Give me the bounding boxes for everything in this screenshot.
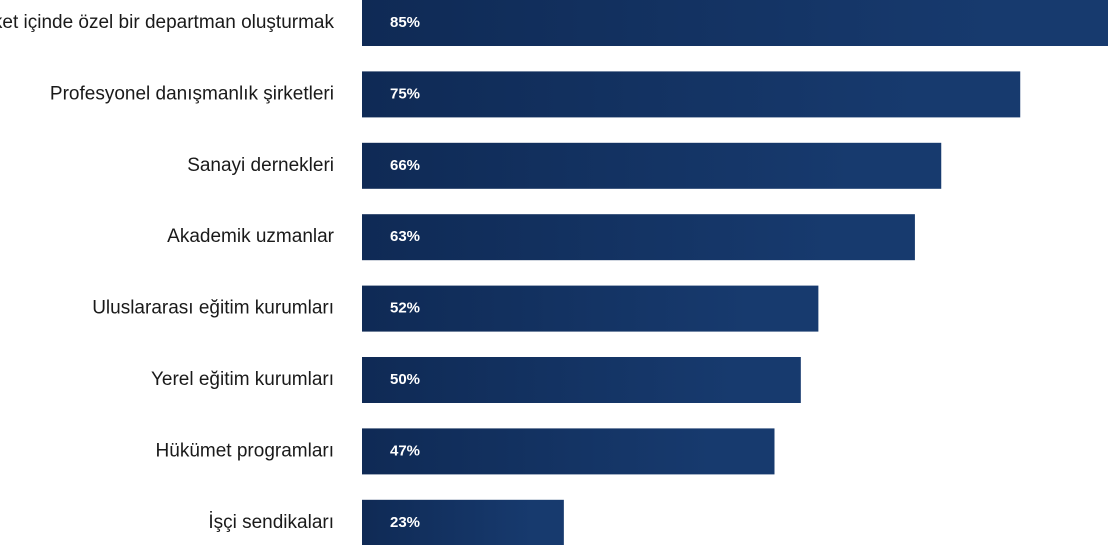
value-label: 52% [390, 300, 420, 317]
category-label: Profesyonel danışmanlık şirketleri [50, 83, 334, 104]
category-label: Yerel eğitim kurumları [151, 369, 334, 390]
value-label: 50% [390, 371, 420, 388]
value-label: 85% [390, 14, 420, 31]
value-label: 63% [390, 228, 420, 245]
category-label: Hükümet programları [156, 440, 334, 461]
value-label: 23% [390, 514, 420, 531]
value-labels-group: 85% 75% 66% 63% 52% 50% 47% 23% [390, 14, 420, 531]
bar [362, 71, 1021, 118]
value-label: 47% [390, 442, 420, 459]
category-label: Sanayi dernekleri [187, 155, 334, 176]
category-labels-group: Şirket içinde özel bir departman oluştur… [0, 12, 335, 533]
bar [362, 357, 801, 403]
category-label: Uluslararası eğitim kurumları [92, 298, 334, 319]
bar [362, 499, 564, 546]
value-label: 66% [390, 157, 420, 174]
bar [362, 214, 915, 261]
bar [362, 142, 942, 189]
bar [362, 428, 775, 475]
bars-group [362, 0, 1108, 546]
category-label: Şirket içinde özel bir departman oluştur… [0, 12, 334, 33]
category-label: Akademik uzmanlar [167, 226, 335, 247]
bar [362, 0, 1108, 46]
bar [362, 285, 819, 332]
value-label: 75% [390, 85, 420, 102]
category-label: İşçi sendikaları [208, 512, 334, 533]
